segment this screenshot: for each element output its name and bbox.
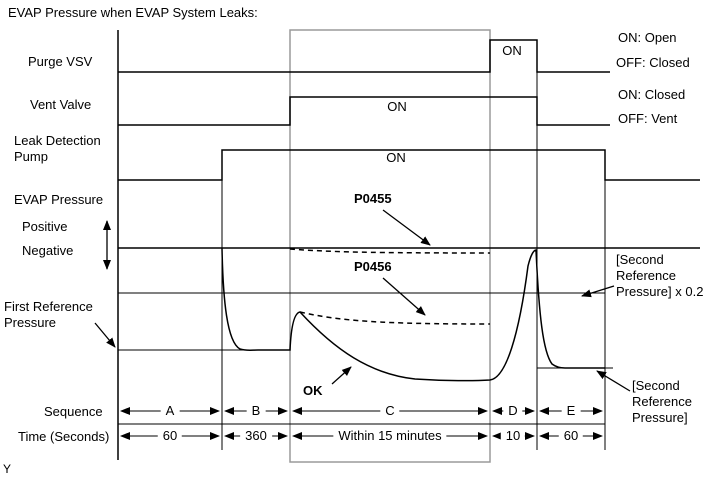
time-cell-c: Within 15 minutes — [333, 429, 447, 443]
first-reference-arrow — [94, 322, 116, 348]
second-reference-line3: Pressure] — [632, 410, 688, 425]
sequence-cell-a: A — [160, 404, 180, 418]
p0455-label: P0455 — [354, 191, 392, 206]
time-row-label: Time (Seconds) — [18, 429, 110, 444]
leak-detection-pump-on-label: ON — [386, 150, 406, 165]
second-reference-arrow — [596, 370, 631, 392]
first-reference-pressure-label: First Reference Pressure — [4, 299, 93, 331]
ok-arrow — [331, 366, 352, 385]
purge-vsv-legend-off: OFF: Closed — [616, 55, 690, 70]
vent-valve-legend-on: ON: Closed — [618, 87, 686, 102]
purge-vsv-trace — [118, 39, 610, 73]
vent-valve-label: Vent Valve — [30, 97, 92, 112]
time-cell-a: 60 — [157, 429, 183, 443]
evap-pressure-label: EVAP Pressure — [14, 192, 104, 207]
second-reference-x02-label: [Second Reference Pressure] x 0.2 — [616, 252, 703, 300]
time-cell-e: 60 — [558, 429, 584, 443]
purge-vsv-legend-on: ON: Open — [618, 30, 677, 45]
leak-detection-pump-label-line2: Pump — [14, 149, 48, 164]
ok-pressure-curve — [221, 247, 605, 382]
sequence-row-label: Sequence — [44, 404, 103, 419]
sequence-cell-c: C — [380, 404, 400, 418]
section-c-highlight-box — [289, 29, 491, 463]
time-cell-b: 360 — [240, 429, 272, 443]
leak-detection-pump-trace — [118, 149, 700, 181]
page-title: EVAP Pressure when EVAP System Leaks: — [8, 5, 258, 20]
first-reference-label-line2: Pressure — [4, 315, 57, 330]
purge-vsv-on-label: ON — [502, 43, 522, 58]
sequence-cell-e: E — [561, 404, 581, 418]
second-reference-line2: Reference — [632, 394, 692, 409]
ok-label: OK — [303, 383, 323, 398]
p0455-curve — [289, 248, 491, 254]
sequence-cell-d: D — [503, 404, 523, 418]
second-reference-x02-arrow — [581, 285, 615, 298]
vent-valve-on-label: ON — [387, 99, 407, 114]
corner-figure-mark: Y — [3, 462, 12, 476]
first-reference-label-line1: First Reference — [4, 299, 93, 314]
vent-valve-trace — [118, 96, 610, 126]
p0456-label: P0456 — [354, 259, 392, 274]
second-reference-pressure-label: [Second Reference Pressure] — [632, 378, 692, 426]
leak-detection-pump-label-line1: Leak Detection — [14, 133, 101, 148]
negative-label: Negative — [22, 243, 74, 258]
p0456-curve — [299, 311, 491, 325]
time-cell-d: 10 — [500, 429, 526, 443]
p0456-arrow — [382, 277, 426, 316]
p0455-arrow — [382, 209, 431, 246]
second-reference-line1: [Second — [632, 378, 680, 393]
vent-valve-legend-off: OFF: Vent — [618, 111, 678, 126]
leak-detection-pump-label: Leak Detection Pump — [14, 133, 101, 165]
second-reference-x02-line3: Pressure] x 0.2 — [616, 284, 704, 299]
positive-label: Positive — [22, 219, 68, 234]
second-reference-x02-line2: Reference — [616, 268, 676, 283]
purge-vsv-label: Purge VSV — [28, 54, 93, 69]
sequence-cell-b: B — [246, 404, 266, 418]
second-reference-x02-line1: [Second — [616, 252, 664, 267]
